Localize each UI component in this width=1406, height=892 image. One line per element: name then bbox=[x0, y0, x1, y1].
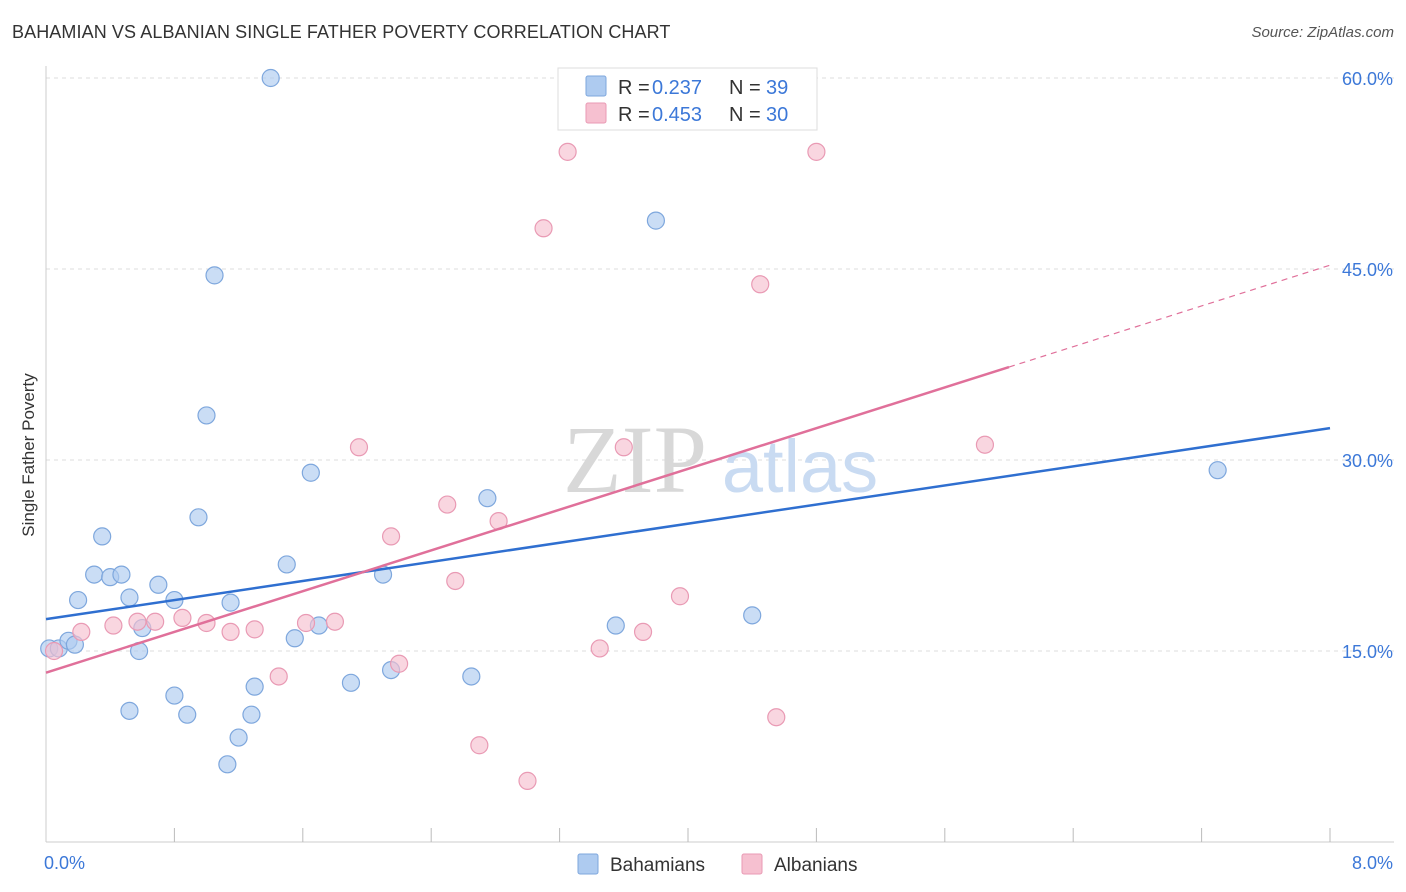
point-albanians bbox=[146, 612, 165, 631]
point-bahamians bbox=[165, 686, 184, 705]
point-bahamians bbox=[85, 565, 104, 584]
point-bahamians bbox=[606, 616, 625, 635]
point-albanians bbox=[633, 622, 653, 642]
point-albanians bbox=[349, 438, 369, 457]
point-albanians bbox=[614, 438, 633, 457]
point-albanians bbox=[534, 219, 553, 238]
point-bahamians bbox=[646, 211, 666, 230]
data-points bbox=[40, 68, 1227, 790]
point-albanians bbox=[44, 641, 64, 661]
point-albanians bbox=[104, 616, 123, 635]
point-albanians bbox=[590, 639, 609, 658]
point-bahamians bbox=[245, 677, 264, 696]
stats-swatch-bahamians bbox=[585, 75, 607, 97]
tick-labels: 15.0% 30.0% 45.0% 60.0% 0.0% 8.0% bbox=[44, 69, 1393, 873]
point-bahamians bbox=[120, 588, 139, 607]
point-bahamians bbox=[149, 575, 168, 594]
point-bahamians bbox=[285, 629, 304, 648]
point-albanians bbox=[381, 527, 401, 546]
point-albanians bbox=[269, 667, 288, 686]
point-bahamians bbox=[205, 266, 224, 285]
point-bahamians bbox=[301, 463, 320, 482]
trendline-albanians bbox=[45, 365, 1010, 674]
point-bahamians bbox=[229, 728, 248, 747]
point-bahamians bbox=[1208, 461, 1227, 480]
stats-legend: R = 0.237 N = 39 R = 0.453 N = 30 bbox=[557, 67, 818, 131]
stats-r-value-2: 0.453 bbox=[652, 104, 702, 126]
point-albanians bbox=[173, 608, 192, 627]
legend-swatch-albanians bbox=[741, 853, 763, 875]
axes bbox=[45, 66, 1394, 843]
point-bahamians bbox=[218, 755, 237, 774]
point-albanians bbox=[221, 622, 240, 642]
point-albanians bbox=[245, 620, 264, 639]
point-albanians bbox=[751, 275, 770, 294]
point-albanians bbox=[558, 142, 577, 161]
point-albanians bbox=[975, 435, 995, 454]
x-tick-label: 0.0% bbox=[44, 853, 85, 873]
legend-label-albanians: Albanians bbox=[774, 855, 857, 876]
point-bahamians bbox=[68, 590, 88, 610]
point-albanians bbox=[296, 613, 316, 633]
point-albanians bbox=[325, 612, 344, 631]
point-albanians bbox=[390, 654, 409, 673]
point-bahamians bbox=[112, 565, 131, 584]
point-bahamians bbox=[478, 489, 497, 508]
point-bahamians bbox=[93, 527, 112, 546]
watermark-zip: ZIP bbox=[563, 406, 707, 513]
stats-r-value-1: 0.237 bbox=[652, 77, 702, 99]
point-albanians bbox=[128, 612, 147, 631]
y-tick-label: 15.0% bbox=[1342, 642, 1393, 662]
legend-swatch-bahamians bbox=[577, 853, 599, 875]
stats-swatch-albanians bbox=[585, 102, 607, 124]
y-axis-label: Single Father Poverty bbox=[19, 373, 38, 537]
point-bahamians bbox=[221, 593, 240, 612]
point-bahamians bbox=[178, 705, 197, 724]
stats-n-value-1: 39 bbox=[766, 77, 788, 99]
point-albanians bbox=[518, 771, 537, 790]
point-bahamians bbox=[743, 606, 762, 625]
y-tick-label: 45.0% bbox=[1342, 260, 1393, 280]
source-credit: Source: ZipAtlas.com bbox=[1251, 24, 1394, 41]
point-bahamians bbox=[341, 673, 361, 692]
chart-title: BAHAMIAN VS ALBANIAN SINGLE FATHER POVER… bbox=[12, 22, 671, 42]
y-tick-label: 30.0% bbox=[1342, 451, 1393, 471]
point-bahamians bbox=[197, 406, 216, 425]
stats-n-label-2: N = bbox=[729, 104, 761, 126]
point-albanians bbox=[438, 495, 457, 514]
watermark: ZIP atlas bbox=[563, 406, 878, 513]
stats-r-label-1: R = bbox=[618, 77, 650, 99]
y-tick-label: 60.0% bbox=[1342, 69, 1393, 89]
stats-n-label-1: N = bbox=[729, 77, 761, 99]
x-tick-label: 8.0% bbox=[1352, 853, 1393, 873]
point-albanians bbox=[767, 708, 786, 727]
point-albanians bbox=[807, 142, 826, 161]
series-legend: Bahamians Albanians bbox=[577, 853, 857, 876]
trendline-bahamians bbox=[45, 426, 1331, 621]
gridlines bbox=[46, 77, 1394, 652]
point-albanians bbox=[72, 622, 91, 642]
point-albanians bbox=[470, 736, 489, 755]
point-bahamians bbox=[277, 555, 296, 574]
stats-r-label-2: R = bbox=[618, 104, 650, 126]
point-albanians bbox=[446, 571, 465, 591]
trendline-albanians-extension bbox=[1008, 264, 1331, 368]
trendlines bbox=[45, 264, 1331, 674]
point-albanians bbox=[670, 587, 690, 606]
stats-n-value-2: 30 bbox=[766, 104, 788, 126]
watermark-atlas: atlas bbox=[722, 425, 878, 508]
legend-label-bahamians: Bahamians bbox=[610, 855, 705, 876]
point-bahamians bbox=[242, 705, 261, 724]
point-bahamians bbox=[120, 701, 139, 720]
point-bahamians bbox=[261, 68, 280, 88]
point-bahamians bbox=[462, 667, 481, 686]
point-bahamians bbox=[189, 508, 208, 527]
